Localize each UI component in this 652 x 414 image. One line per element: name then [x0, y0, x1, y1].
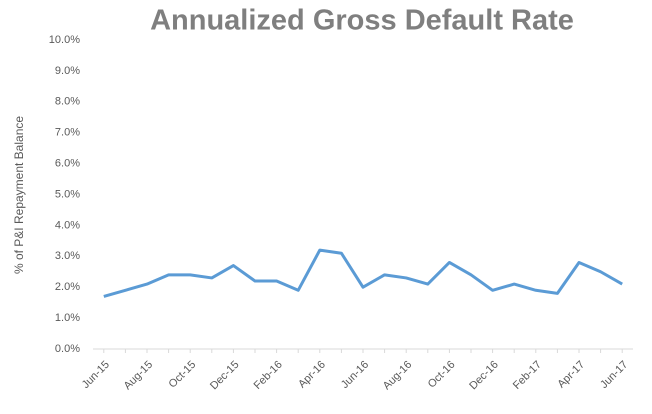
x-tick-label: Apr-16 [296, 359, 328, 391]
x-tick-label: Feb-16 [252, 359, 285, 392]
x-tick-label: Jun-16 [339, 359, 371, 391]
line-series [103, 248, 623, 298]
y-tick-label: 6.0% [55, 158, 80, 170]
x-tick-label: Apr-17 [555, 359, 587, 391]
y-tick-label: 1.0% [55, 312, 80, 324]
y-axis-label: % of P&I Repayment Balance [12, 116, 26, 274]
chart-title: Annualized Gross Default Rate [150, 5, 574, 37]
x-tick-label: Dec-16 [467, 359, 501, 393]
x-tick-label: Oct-15 [167, 359, 199, 391]
y-tick-label: 3.0% [55, 250, 80, 262]
x-tick-label: Aug-15 [122, 359, 156, 393]
y-tick-label: 4.0% [55, 219, 80, 231]
y-tick-label: 8.0% [55, 96, 80, 108]
y-tick-label: 5.0% [55, 188, 80, 200]
x-tick-label: Oct-16 [426, 359, 458, 391]
x-tick-label: Jun-17 [598, 359, 630, 391]
y-tick-label: 0.0% [55, 343, 80, 355]
y-tick-label: 10.0% [49, 34, 80, 46]
x-tick-label: Aug-16 [381, 359, 415, 393]
y-tick-label: 9.0% [55, 65, 80, 77]
x-tick-label: Dec-15 [208, 359, 242, 393]
y-tick-label: 7.0% [55, 127, 80, 139]
x-tick-label: Feb-17 [511, 359, 544, 392]
y-tick-label: 2.0% [55, 281, 80, 293]
x-tick-label: Jun-15 [80, 359, 112, 391]
